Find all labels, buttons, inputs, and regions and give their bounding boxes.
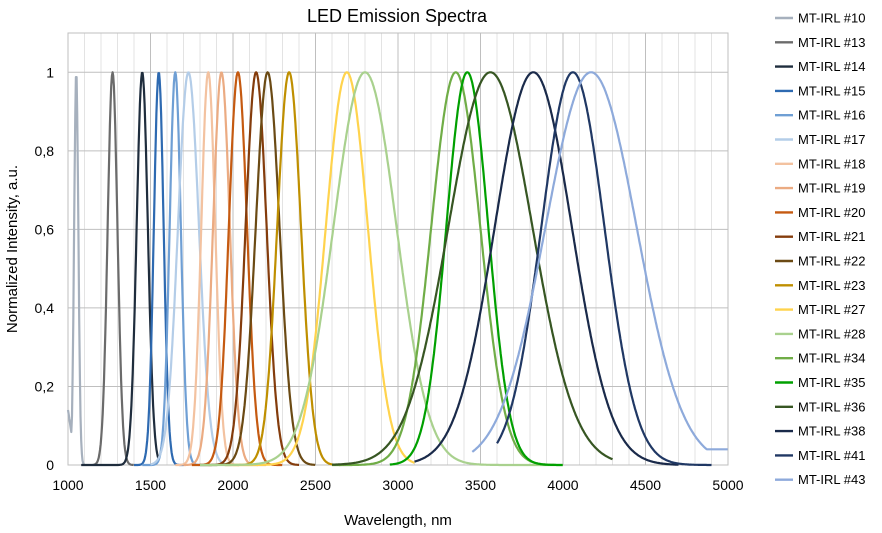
x-axis-title: Wavelength, nm <box>344 512 452 529</box>
legend-label: MT-IRL #20 <box>798 205 865 220</box>
y-tick-label: 0 <box>46 457 54 473</box>
legend-label: MT-IRL #22 <box>798 254 865 269</box>
legend-label: MT-IRL #41 <box>798 448 865 463</box>
y-tick-label: 1 <box>46 64 54 80</box>
y-tick-label: 0,6 <box>35 221 55 237</box>
legend-label: MT-IRL #16 <box>798 108 865 123</box>
y-axis-title: Normalized Intensity, a.u. <box>4 165 21 333</box>
series-line <box>471 71 729 453</box>
legend-label: MT-IRL #10 <box>798 11 865 26</box>
legend-label: MT-IRL #21 <box>798 229 865 244</box>
x-tick-label: 4000 <box>547 477 578 493</box>
series-line <box>389 71 564 467</box>
series-line <box>133 72 184 467</box>
legend-label: MT-IRL #19 <box>798 181 865 196</box>
y-tick-label: 0,4 <box>35 300 55 316</box>
legend-label: MT-IRL #43 <box>798 472 865 487</box>
series-line <box>232 71 415 467</box>
legend-label: MT-IRL #28 <box>798 326 865 341</box>
legend-label: MT-IRL #34 <box>798 351 865 366</box>
legend-label: MT-IRL #36 <box>798 399 865 414</box>
series-line <box>331 71 613 466</box>
legend-label: MT-IRL #27 <box>798 302 865 317</box>
legend: MT-IRL #10 MT-IRL #13 MT-IRL #14 MT-IRL #15… <box>775 11 865 487</box>
x-tick-label: 1500 <box>135 477 166 493</box>
x-tick-label: 2000 <box>217 477 248 493</box>
plot-area-border <box>67 32 729 466</box>
x-tick-label: 4500 <box>630 477 661 493</box>
x-tick-label: 2500 <box>300 477 331 493</box>
series-line <box>80 71 160 467</box>
legend-label: MT-IRL #17 <box>798 132 865 147</box>
legend-label: MT-IRL #13 <box>798 35 865 50</box>
x-tick-label: 1000 <box>52 477 83 493</box>
legend-label: MT-IRL #18 <box>798 156 865 171</box>
series-line <box>331 71 555 467</box>
chart-title: LED Emission Spectra <box>307 6 488 26</box>
series-layer <box>66 71 729 467</box>
series-line <box>150 71 234 467</box>
legend-label: MT-IRL #38 <box>798 424 865 439</box>
series-line <box>414 71 679 466</box>
y-tick-label: 0,2 <box>35 378 55 394</box>
x-tick-label: 3000 <box>382 477 413 493</box>
tick-labels: 1000 1500 2000 2500 3000 3500 4000 4500 5000 0 0,2… <box>35 64 744 493</box>
series-line <box>66 75 86 466</box>
x-tick-label: 3500 <box>465 477 496 493</box>
legend-label: MT-IRL #15 <box>798 83 865 98</box>
legend-label: MT-IRL #14 <box>798 59 865 74</box>
legend-label: MT-IRL #35 <box>798 375 865 390</box>
x-tick-label: 5000 <box>712 477 743 493</box>
series-line <box>199 71 564 467</box>
legend-label: MT-IRL #23 <box>798 278 865 293</box>
y-tick-label: 0,8 <box>35 143 55 159</box>
